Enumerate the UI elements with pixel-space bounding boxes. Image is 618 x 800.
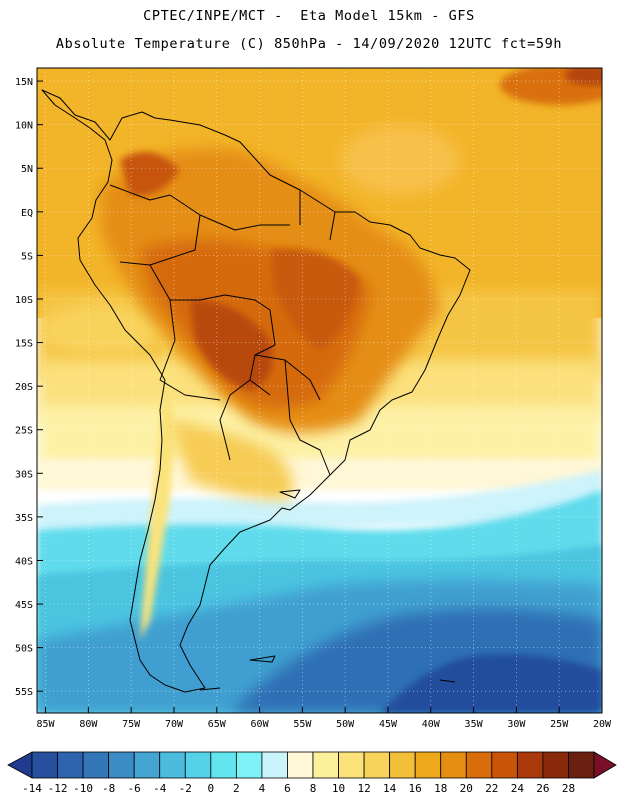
lon-tick-label: 60W	[251, 719, 270, 730]
lat-tick-label: 35S	[15, 513, 33, 524]
longitude-axis: 85W 80W 75W 70W 65W 60W 55W 50W 45W 40W 35W 30W 25W 2…	[37, 707, 612, 730]
lat-tick-label: EQ	[21, 208, 33, 219]
lon-tick-label: 45W	[379, 719, 398, 730]
colorbar-swatch	[287, 751, 314, 779]
chart-subtitle: Absolute Temperature (C) 850hPa - 14/09/…	[55, 36, 563, 52]
lat-tick-label: 50S	[15, 644, 33, 655]
colorbar-label: -2	[179, 782, 192, 795]
lat-tick-label: 40S	[15, 556, 33, 567]
colorbar-label: 28	[562, 782, 575, 795]
lon-tick-label: 70W	[165, 719, 184, 730]
colorbar-label: 6	[284, 782, 291, 795]
colorbar: -14 -12 -10 -8 -6 -4 -2 0 2 4 6 8 10 12 14 16 18 20 22 24 26…	[7, 751, 617, 795]
colorbar-label: -8	[102, 782, 115, 795]
lon-tick-label: 25W	[550, 719, 569, 730]
colorbar-swatch	[516, 751, 544, 779]
lon-tick-label: 75W	[122, 719, 141, 730]
country-borders	[109, 184, 336, 476]
colorbar-swatch	[465, 751, 493, 779]
colorbar-low-arrow	[7, 751, 33, 779]
colorbar-swatch	[542, 751, 569, 779]
lat-tick-label: 5S	[21, 251, 33, 262]
colorbar-swatch	[363, 751, 391, 779]
colorbar-label: 8	[310, 782, 317, 795]
colorbar-swatch	[235, 751, 263, 779]
latitude-axis: 15N 10N 5N EQ 5S 10S 15S 20S 25S 30S 35S 40S 45S 50S 5…	[15, 77, 43, 698]
lat-tick-label: 10S	[15, 295, 33, 306]
lon-tick-label: 55W	[293, 719, 312, 730]
colorbar-label: 16	[409, 782, 422, 795]
plot-frame	[36, 67, 603, 714]
chart-title: CPTEC/INPE/MCT - Eta Model 15km - GFS	[143, 8, 475, 24]
colorbar-swatch	[82, 751, 110, 779]
colorbar-swatch	[491, 751, 518, 779]
colorbar-label: 20	[460, 782, 473, 795]
colorbar-high-arrow	[593, 751, 617, 779]
lon-tick-label: 80W	[79, 719, 98, 730]
lon-tick-label: 85W	[37, 719, 56, 730]
lat-tick-label: 15N	[15, 77, 33, 88]
colorbar-swatch	[57, 751, 84, 779]
colorbar-label: -6	[128, 782, 141, 795]
colorbar-label: 14	[383, 782, 397, 795]
colorbar-label: 24	[511, 782, 525, 795]
lat-tick-label: 30S	[15, 469, 33, 480]
colorbar-swatch	[133, 751, 161, 779]
islands	[199, 489, 456, 691]
colorbar-swatch	[312, 751, 339, 779]
colorbar-label: -14	[22, 782, 42, 795]
lat-tick-label: 10N	[15, 121, 33, 132]
lat-tick-label: 20S	[15, 382, 33, 393]
colorbar-swatch	[568, 751, 595, 779]
lon-tick-label: 35W	[465, 719, 484, 730]
lat-tick-label: 25S	[15, 426, 33, 437]
colorbar-label: -12	[48, 782, 68, 795]
colorbar-swatch	[338, 751, 365, 779]
colorbar-swatch	[184, 751, 212, 779]
colorbar-label: 12	[357, 782, 370, 795]
colorbar-label: -4	[153, 782, 167, 795]
south-america-coastline	[41, 89, 471, 693]
lon-tick-label: 40W	[422, 719, 441, 730]
colorbar-swatch	[261, 751, 288, 779]
colorbar-label: 4	[259, 782, 266, 795]
colorbar-swatch	[210, 751, 237, 779]
colorbar-label: 26	[536, 782, 549, 795]
colorbar-label: -10	[73, 782, 93, 795]
lat-tick-label: 55S	[15, 687, 33, 698]
colorbar-swatch	[31, 751, 58, 779]
lon-tick-label: 30W	[507, 719, 526, 730]
colorbar-swatch	[414, 751, 442, 779]
colorbar-label: 10	[332, 782, 345, 795]
coastlines-borders	[41, 89, 471, 693]
lon-tick-label: 65W	[208, 719, 227, 730]
lat-tick-label: 45S	[15, 600, 33, 611]
lat-tick-label: 5N	[21, 164, 33, 175]
lon-tick-label: 50W	[336, 719, 355, 730]
colorbar-swatch	[159, 751, 186, 779]
colorbar-swatch	[440, 751, 467, 779]
lon-tick-label: 20W	[593, 719, 612, 730]
colorbar-swatch	[108, 751, 135, 779]
colorbar-swatch	[389, 751, 416, 779]
colorbar-label: 18	[434, 782, 447, 795]
colorbar-label: 0	[208, 782, 215, 795]
colorbar-label: 2	[233, 782, 240, 795]
colorbar-label: 22	[485, 782, 498, 795]
temperature-field	[37, 68, 602, 713]
lat-tick-label: 15S	[15, 339, 33, 350]
